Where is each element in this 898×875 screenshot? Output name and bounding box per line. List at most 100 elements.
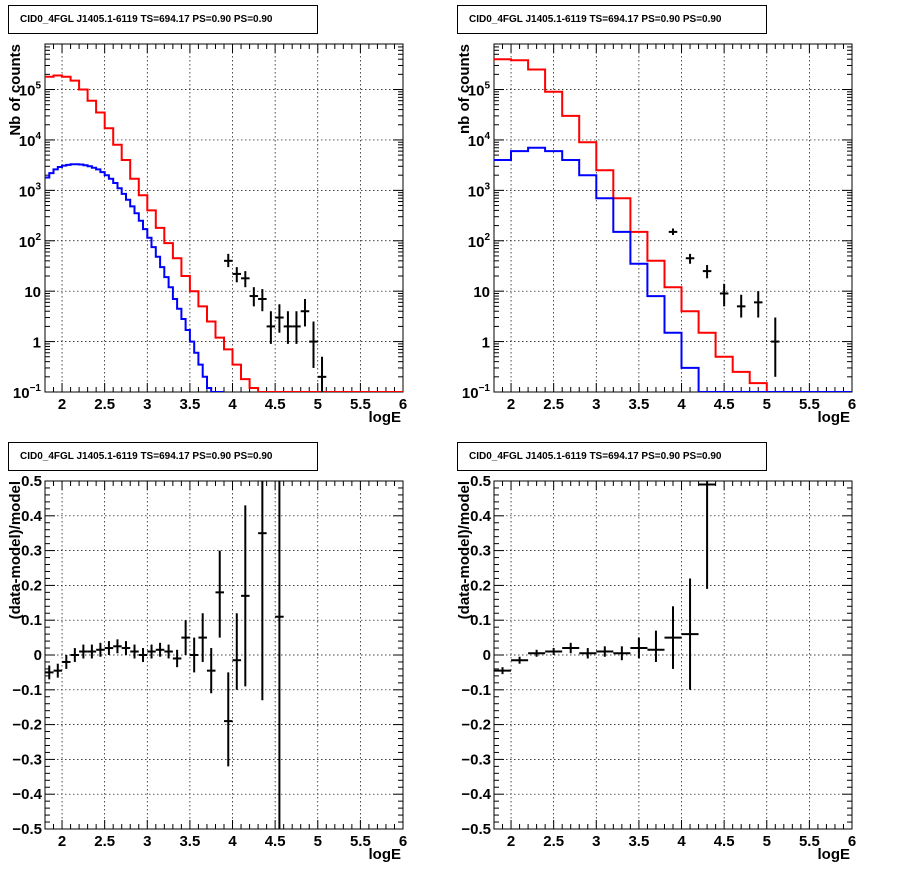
x-tick-label: 5 <box>763 833 771 850</box>
y-tick-label: 1 <box>482 335 490 352</box>
data-point <box>104 641 114 655</box>
y-axis-label: (data-model)/model <box>456 481 473 619</box>
y-tick-label: 10 <box>473 284 490 301</box>
x-tick-label: 4 <box>677 833 686 850</box>
x-tick-label: 3 <box>592 396 600 413</box>
histogram-line-blue <box>45 163 224 392</box>
histogram-line-red <box>45 74 403 392</box>
y-tick-label: 103 <box>468 181 491 200</box>
x-tick-label: 3.5 <box>179 396 200 413</box>
y-tick-label: 10 <box>24 284 41 301</box>
data-point <box>266 311 276 344</box>
data-point <box>232 613 242 690</box>
spectrum-plot-left-svg: 2 2.5 3 3.5 4 4.5 5 5.5 610510410310210110−1logE… <box>7 43 407 426</box>
series-group <box>45 481 284 829</box>
data-point <box>241 271 250 288</box>
data-point <box>664 606 682 669</box>
x-tick-label: 2 <box>507 833 515 850</box>
data-point <box>181 620 190 655</box>
data-point <box>172 649 182 668</box>
data-point <box>596 646 614 657</box>
y-tick-label: 0.2 <box>470 577 491 594</box>
x-axis-label: logE <box>369 846 402 863</box>
x-tick-label: 4 <box>228 833 237 850</box>
data-point <box>249 287 259 307</box>
y-tick-label: 103 <box>19 181 42 200</box>
data-point <box>300 298 310 327</box>
data-point <box>685 253 695 264</box>
spectrum-plot-right: 2 2.5 3 3.5 4 4.5 5 5.5 6 105 104 103 102 10 1 10−1 logE… <box>449 0 898 437</box>
x-tick-label: 2.5 <box>543 833 564 850</box>
y-tick-label: 105 <box>19 81 42 100</box>
series-group <box>494 481 716 690</box>
residual-plot-left-svg: 2 2.5 3 3.5 4 4.5 5 5.5 6 0.5 0.4 0.3 0.2 0.1 0 −0.1 −0.… <box>7 473 407 863</box>
data-point <box>62 655 71 669</box>
x-axis-label: logE <box>369 409 402 426</box>
data-point <box>753 291 763 318</box>
chart-title: CID0_4FGL J1405.1-6119 TS=694.17 PS=0.90… <box>8 442 318 471</box>
residual-plot-right: 2 2.5 3 3.5 4 4.5 5 5.5 6 0.5 0.4 0.3 0.2 0.1 0 −0.1 −0.… <box>449 437 898 875</box>
data-point <box>698 481 716 589</box>
data-point <box>292 311 301 344</box>
data-point <box>630 637 648 659</box>
y-tick-label: 0.1 <box>21 612 42 629</box>
y-tick-label: 0 <box>483 647 491 664</box>
x-tick-label: 4.5 <box>714 396 735 413</box>
y-tick-label: −0.5 <box>461 821 491 838</box>
y-tick-label: 0.4 <box>470 508 492 525</box>
y-axis-label: (data-model)/model <box>7 481 24 619</box>
x-tick-label: 5 <box>763 396 771 413</box>
data-point <box>45 665 54 680</box>
data-point <box>232 267 242 283</box>
y-tick-label: 0 <box>34 647 42 664</box>
y-tick-label: −0.1 <box>461 682 491 699</box>
x-tick-label: 3 <box>143 833 151 850</box>
x-tick-label: 3 <box>592 833 600 850</box>
data-point <box>681 578 699 690</box>
histogram-line-red <box>494 58 852 392</box>
y-tick-label: 0.3 <box>470 543 491 560</box>
residual-plot-left: 2 2.5 3 3.5 4 4.5 5 5.5 6 0.5 0.4 0.3 0.2 0.1 0 −0.1 −0.… <box>0 437 449 875</box>
x-tick-label: 6 <box>399 396 407 413</box>
data-point <box>155 642 165 657</box>
x-tick-label: 3 <box>143 396 151 413</box>
data-point <box>562 642 580 654</box>
x-tick-label: 5.5 <box>799 396 820 413</box>
data-point <box>164 644 173 659</box>
chart-title: CID0_4FGL J1405.1-6119 TS=694.17 PS=0.90… <box>8 5 318 34</box>
x-tick-label: 3.5 <box>628 396 649 413</box>
chart-title: CID0_4FGL J1405.1-6119 TS=694.17 PS=0.90… <box>457 442 767 471</box>
x-tick-label: 2 <box>58 396 66 413</box>
spectrum-plot-right-svg: 2 2.5 3 3.5 4 4.5 5 5.5 610510410310210110−1logE… <box>456 43 856 426</box>
y-tick-label: 0.3 <box>21 543 42 560</box>
y-tick-label: −0.1 <box>12 682 42 699</box>
data-point <box>53 663 63 678</box>
x-tick-label: 5.5 <box>350 833 371 850</box>
data-point <box>224 253 233 268</box>
x-tick-label: 5.5 <box>799 833 820 850</box>
y-tick-label: −0.5 <box>12 821 42 838</box>
y-axis-label: Nb of counts <box>7 44 24 136</box>
data-point <box>317 356 327 392</box>
y-tick-label: −0.2 <box>461 717 491 734</box>
data-point <box>275 304 284 333</box>
x-tick-label: 2.5 <box>94 833 115 850</box>
x-tick-label: 4.5 <box>265 833 286 850</box>
x-tick-label: 4.5 <box>265 396 286 413</box>
y-tick-label: 102 <box>19 232 42 251</box>
y-tick-label: 0.5 <box>21 473 42 490</box>
x-tick-label: 4 <box>228 396 237 413</box>
series-group <box>45 74 403 392</box>
data-point <box>96 642 105 657</box>
y-tick-label: −0.4 <box>12 786 42 803</box>
x-tick-label: 5.5 <box>350 396 371 413</box>
data-point <box>309 321 318 368</box>
data-point <box>189 637 199 673</box>
x-tick-label: 4.5 <box>714 833 735 850</box>
chart-title: CID0_4FGL J1405.1-6119 TS=694.17 PS=0.90… <box>457 5 767 34</box>
x-tick-label: 6 <box>399 833 407 850</box>
y-tick-label: 10−1 <box>13 383 42 402</box>
data-point <box>130 644 139 659</box>
y-tick-label: 0.2 <box>21 577 42 594</box>
data-point <box>736 294 746 318</box>
